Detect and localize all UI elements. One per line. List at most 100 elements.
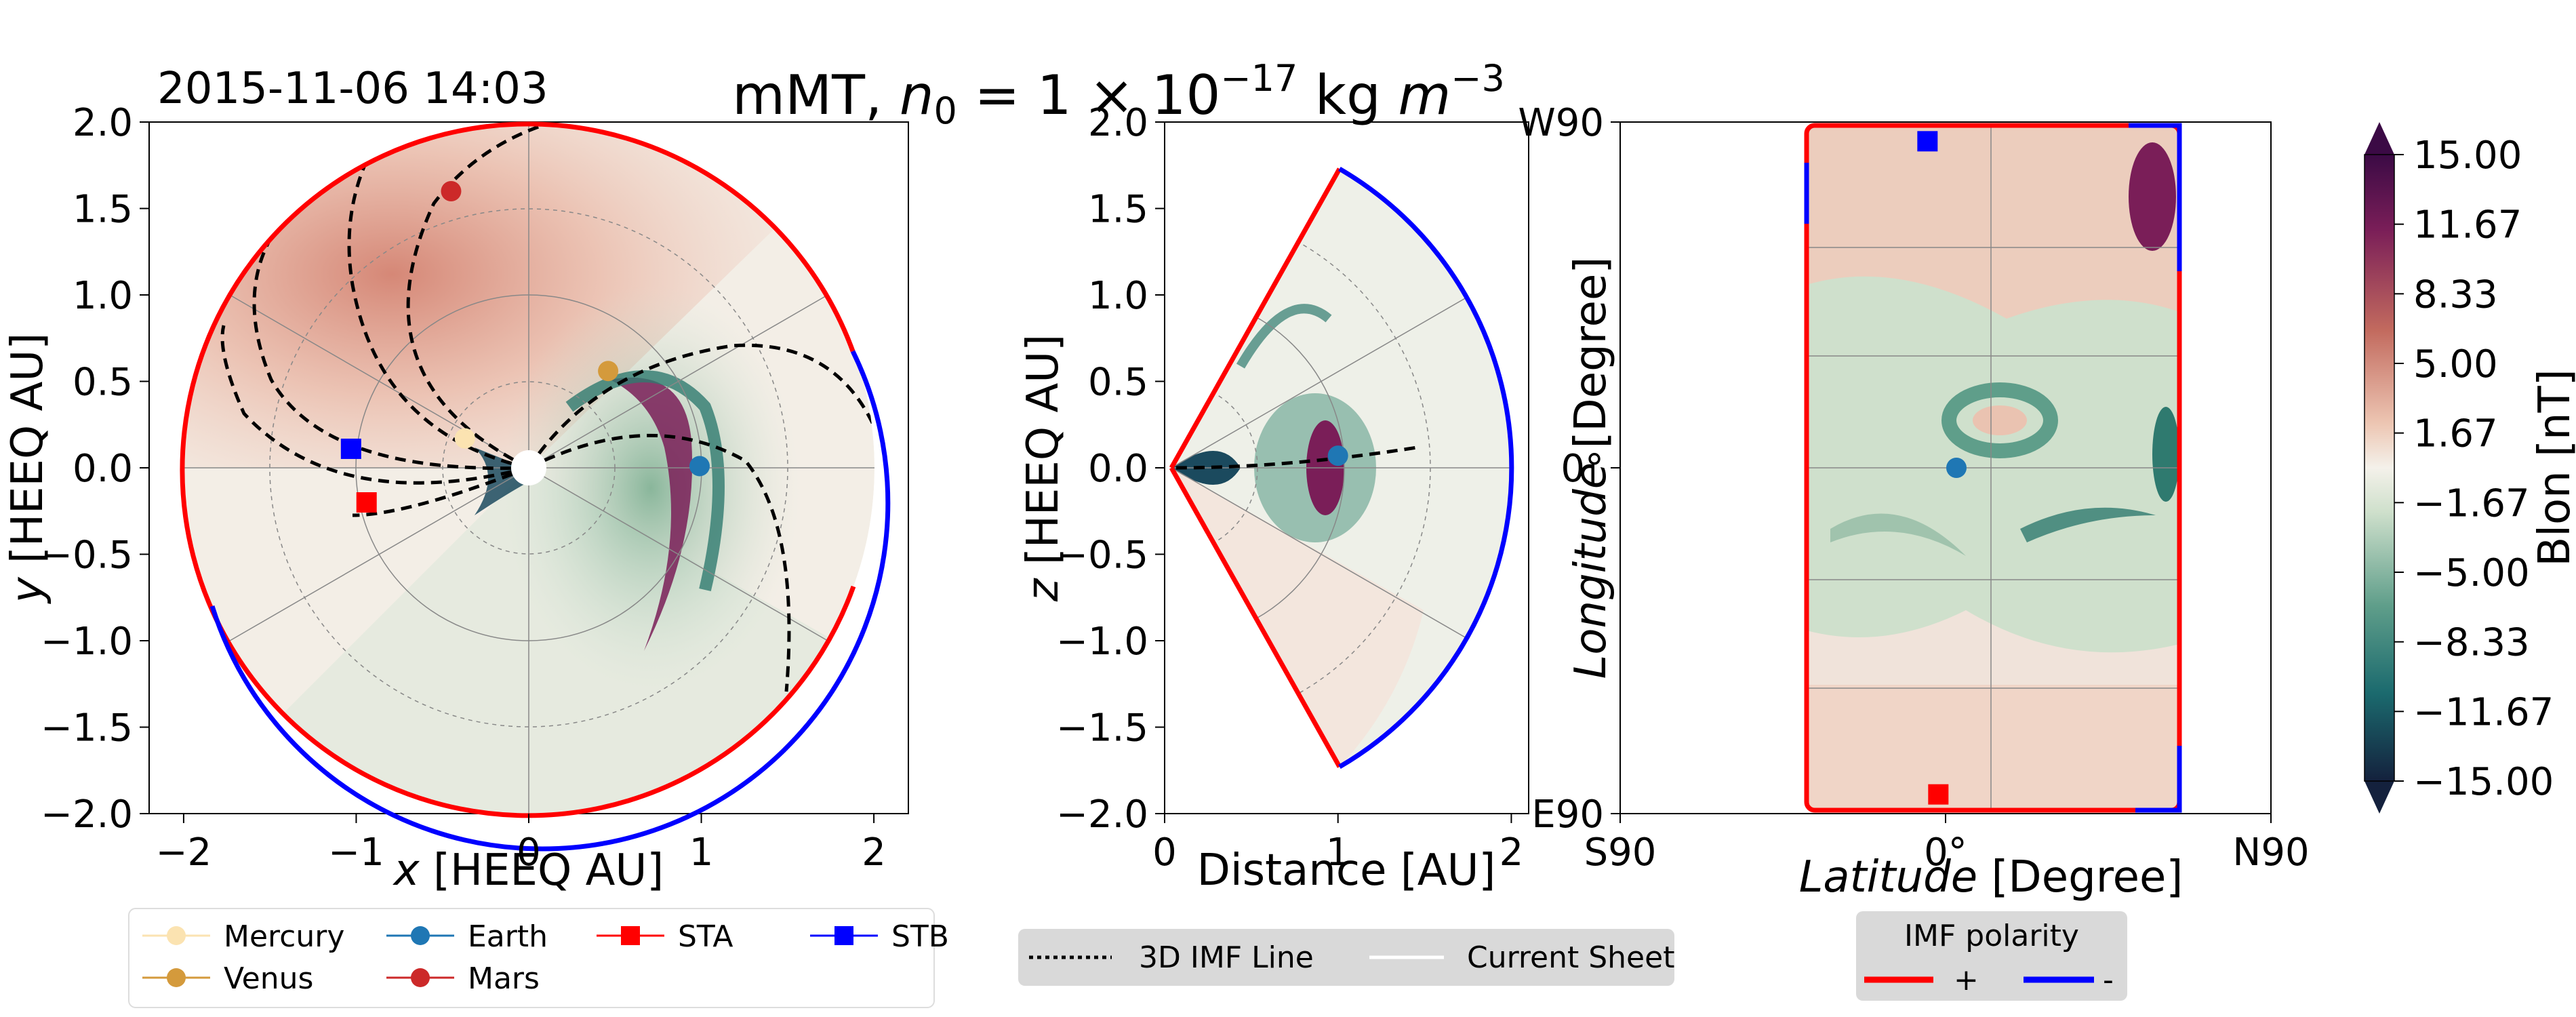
legend-item-mercury: Mercury [142,919,344,954]
colorbar-tick-label: −15.00 [2413,760,2554,804]
map-x-label: Latitude [Degree] [1799,852,2183,902]
legend-imf-line-label: 3D IMF Line [1139,940,1314,975]
y-tick-label: 0.0 [1088,447,1148,491]
legend-label: Earth [468,919,548,954]
marker-sta [621,926,640,945]
meridional-panel: 0 1 2 −2.0 −1.5 −1.0 −0.5 0.0 0.5 1.0 1.5 2.0 Dist… [1018,101,1529,896]
y-tick-label: 0.5 [1088,361,1148,405]
equatorial-y-label: y [HEEQ AU] [3,333,53,605]
colorbar-tick-label: 11.67 [2413,203,2522,247]
y-tick-label: 1.0 [73,274,133,318]
x-tick-label: −1 [328,831,384,875]
y-tick-label: 1.5 [73,188,133,232]
x-tick-label: 0 [1152,831,1177,875]
y-tick-label: −2.0 [41,793,133,837]
legend-label: Mars [468,961,540,996]
marker-stb [1917,131,1938,152]
legend-label: Venus [224,961,313,996]
x-tick-label: N90 [2232,831,2309,875]
y-tick-label: 1.5 [1088,188,1148,232]
marker-venus [598,361,619,382]
colorbar-top-arrow [2364,122,2394,155]
lines-legend: 3D IMF Line Current Sheet [1018,929,1674,986]
marker-mercury [454,428,475,449]
polarity-legend: IMF polarity + - [1856,911,2127,1001]
colorbar-bottom-arrow [2364,781,2394,814]
y-tick-label: E90 [1531,793,1604,837]
colorbar: 15.00 11.67 8.33 5.00 1.67 −1.67 −5.00 −8.33 −11… [2364,122,2576,814]
y-tick-label: −1.5 [41,706,133,751]
legend-item-earth: Earth [386,919,548,954]
legend-item-stb: STB [810,919,949,954]
y-tick-label: −0.5 [41,534,133,578]
x-tick-label: −2 [156,831,212,875]
meridional-y-label: z [HEEQ AU] [1018,334,1068,602]
map-boundary-positive [1804,123,2182,813]
boundary-positive-polarity [180,121,856,818]
meridional-boundary-positive [1169,466,1342,768]
y-tick-label: −1.0 [41,620,133,664]
y-tick-label: 2.0 [1088,101,1148,145]
legend-label: Mercury [224,919,344,954]
map-boundary-negative [1804,123,2182,813]
meridional-boundary-negative [1338,166,1514,770]
equatorial-y-ticks: −2.0 −1.5 −1.0 −0.5 0.0 0.5 1.0 1.5 2.0 [41,101,149,837]
meridional-x-label: Distance [AU] [1197,845,1496,896]
marker-venus [167,968,186,987]
x-tick-label: 0 [517,831,541,875]
equatorial-panel: 2015-11-06 14:03 [3,64,909,896]
map-y-label: Longitude [Degree] [1566,257,1616,679]
marker-sta [356,492,377,513]
colorbar-tick-label: 5.00 [2413,342,2498,386]
marker-mars [441,181,462,201]
colorbar-tick-label: −5.00 [2413,551,2530,595]
x-tick-label: 2 [1500,831,1524,875]
equatorial-markers [340,181,710,513]
y-tick-label: −2.0 [1056,793,1148,837]
legend-item-mars: Mars [386,961,540,996]
map-y-ticks: W90 0° E90 [1518,101,1620,837]
meridional-markers [1327,445,1348,466]
colorbar-scale [2364,155,2394,781]
y-tick-label: 0.5 [73,361,133,405]
map-x-ticks: S90 0° N90 [1584,814,2310,875]
colorbar-tick-label: −11.67 [2413,690,2554,734]
equatorial-x-label: x [HEEQ AU] [393,845,664,896]
figure-title: mMT, n0 = 1 × 10−17 kg m−3 [732,57,1505,132]
x-tick-label: 0° [1924,831,1967,875]
colorbar-tick-label: 8.33 [2413,273,2498,317]
colorbar-ticks: 15.00 11.67 8.33 5.00 1.67 −1.67 −5.00 −8.33 −11… [2394,134,2554,804]
y-tick-label: 1.0 [1088,274,1148,318]
y-tick-label: −1.0 [1056,620,1148,664]
x-tick-label: S90 [1584,831,1657,875]
legend-label: STB [891,919,949,954]
x-tick-label: 1 [1326,831,1350,875]
meridional-y-ticks: −2.0 −1.5 −1.0 −0.5 0.0 0.5 1.0 1.5 2.0 [1056,101,1165,837]
meridional-imf-line [1175,445,1417,470]
latlon-panel: S90 0° N90 W90 0° E90 Latitude [Degree] Long… [1518,101,2309,902]
marker-earth [689,456,710,477]
polarity-positive-label: + [1954,963,1979,997]
equatorial-x-ticks: −2 −1 0 1 2 [156,814,886,875]
meridional-x-ticks: 0 1 2 [1152,814,1523,875]
x-tick-label: 2 [862,831,886,875]
imf-field-lines [220,123,874,692]
y-tick-label: −0.5 [1056,534,1148,578]
marker-earth [1327,445,1348,466]
x-tick-label: 1 [689,831,714,875]
marker-sta [1928,784,1949,805]
timestamp: 2015-11-06 14:03 [157,64,548,114]
marker-mars [411,968,430,987]
colorbar-tick-label: −1.67 [2413,481,2530,525]
legend-item-venus: Venus [142,961,313,996]
marker-stb [340,438,361,459]
polarity-negative-label: - [2103,963,2114,997]
colorbar-label: Blon [nT] [2530,369,2576,566]
marker-mercury [167,926,186,945]
meridional-boundary-upper [1169,167,1342,469]
colorbar-tick-label: 15.00 [2413,134,2522,178]
y-tick-label: W90 [1518,101,1604,145]
legend-item-sta: STA [597,919,733,954]
marker-stb [834,926,853,945]
